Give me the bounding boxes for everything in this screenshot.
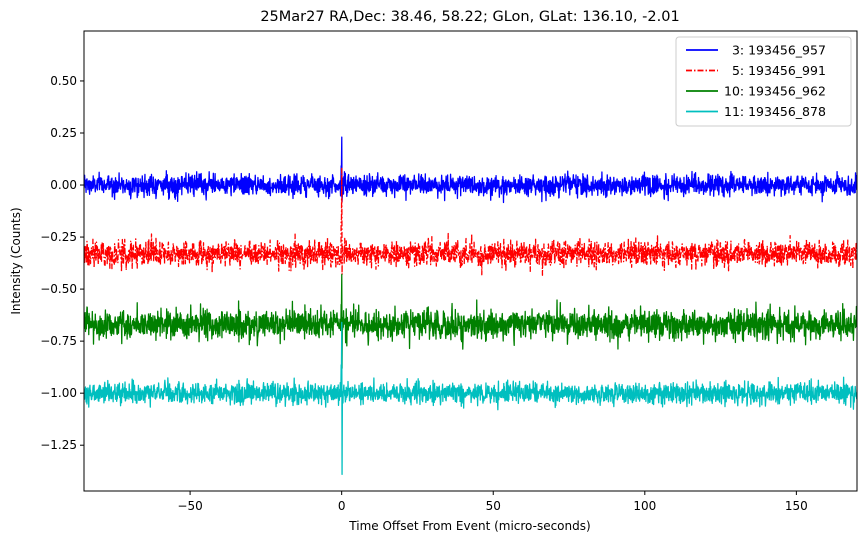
legend-label-2: 5: 193456_991	[724, 63, 826, 78]
y-axis: 0.50 0.25 0.00 −0.25 −0.50 −0.75 −1.00 −1.25	[40, 74, 84, 452]
chart-title: 25Mar27 RA,Dec: 38.46, 58.22; GLon, GLat…	[260, 9, 679, 25]
y-tick-label: −0.50	[40, 282, 77, 296]
series-line-4	[84, 321, 857, 475]
legend-label-1: 3: 193456_957	[724, 43, 826, 58]
y-axis-title: Intensity (Counts)	[9, 207, 23, 314]
y-tick-label: 0.25	[50, 126, 77, 140]
series-layer	[84, 136, 857, 475]
y-tick-label: −0.25	[40, 230, 77, 244]
series-line-1	[84, 136, 857, 204]
x-tick-label: 50	[486, 499, 501, 513]
legend: 3: 193456_957 5: 193456_991 10: 193456_96…	[675, 36, 852, 127]
y-tick-label: 0.00	[50, 178, 77, 192]
x-tick-label: 0	[338, 499, 346, 513]
x-tick-label: 100	[633, 499, 656, 513]
x-axis: −50 0 50 100 150	[177, 491, 808, 513]
x-tick-label: −50	[177, 499, 202, 513]
series-line-2	[84, 167, 857, 276]
legend-box	[675, 36, 852, 127]
x-tick-label: 150	[785, 499, 808, 513]
legend-label-3: 10: 193456_962	[724, 84, 826, 99]
legend-label-4: 11: 193456_878	[724, 104, 826, 119]
plot-area	[83, 30, 858, 492]
y-tick-label: −1.25	[40, 438, 77, 452]
y-tick-label: −1.00	[40, 386, 77, 400]
y-tick-label: −0.75	[40, 334, 77, 348]
x-axis-title: Time Offset From Event (micro-seconds)	[348, 519, 590, 533]
y-tick-label: 0.50	[50, 74, 77, 88]
plot-frame	[83, 30, 858, 492]
series-line-3	[84, 273, 857, 369]
